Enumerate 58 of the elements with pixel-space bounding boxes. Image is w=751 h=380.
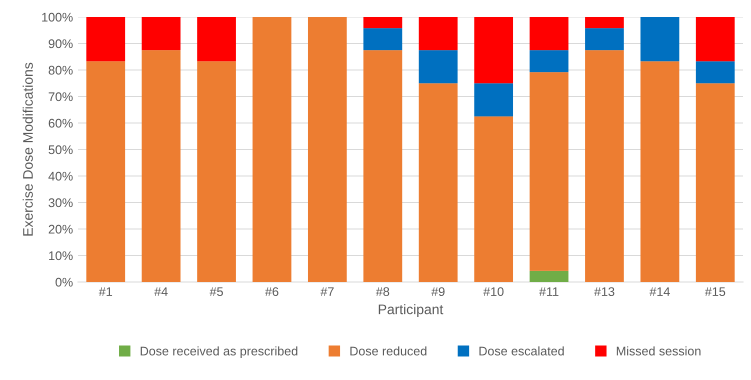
bar: [640, 17, 680, 62]
bar: [530, 270, 568, 282]
y-tick-label: 80%: [48, 66, 73, 75]
y-tick-label: 0%: [56, 278, 73, 287]
bar: [86, 17, 126, 62]
y-tick-label: 60%: [48, 118, 73, 128]
y-tick-label: 30%: [48, 198, 73, 208]
bar: [197, 61, 236, 282]
y-tick-label: 40%: [48, 172, 73, 181]
bar: [418, 17, 458, 50]
legend-label: Dose received as prescribed: [140, 346, 298, 358]
x-tick-label: #13: [594, 287, 614, 296]
bar: [696, 61, 735, 84]
legend-label: Missed session: [616, 346, 700, 356]
bar: [197, 17, 236, 62]
y-axis-title: Exercise Dose Modifications: [22, 62, 33, 236]
y-tick-label: 100%: [42, 12, 73, 22]
legend-label: Dose reduced: [350, 346, 426, 356]
bar: [86, 61, 126, 282]
x-tick-label: #10: [483, 287, 504, 296]
x-tick-label: #14: [650, 287, 670, 296]
x-tick-label: #6: [265, 287, 278, 296]
bar: [474, 83, 514, 116]
x-tick-label: #8: [376, 287, 390, 296]
bar: [696, 83, 735, 282]
y-tick-label: 50%: [48, 145, 73, 154]
x-tick-label: #11: [539, 287, 558, 296]
bar: [585, 50, 624, 282]
x-tick-label: #9: [431, 287, 445, 296]
x-tick-label: #1: [98, 287, 112, 296]
bar: [640, 61, 680, 282]
bar: [530, 72, 568, 271]
bar: [530, 17, 568, 50]
bar: [252, 17, 292, 282]
y-tick-label: 20%: [48, 224, 73, 234]
bar: [696, 17, 735, 62]
bar: [474, 116, 514, 282]
x-tick-label: #7: [320, 287, 334, 296]
bar: [585, 17, 624, 28]
x-tick-label: #4: [154, 287, 168, 296]
bar: [142, 17, 181, 50]
bar: [363, 28, 402, 50]
bar: [418, 50, 458, 84]
x-tick-label: #5: [210, 287, 223, 296]
bar: [142, 50, 181, 282]
legend-label: Dose escalated: [479, 346, 564, 356]
bar: [530, 50, 568, 72]
bar: [308, 17, 347, 282]
bar: [418, 83, 458, 282]
y-tick-label: 10%: [49, 251, 73, 260]
x-axis-title: Participant: [378, 304, 444, 318]
bar: [474, 17, 514, 84]
y-tick-label: 70%: [48, 92, 73, 102]
x-tick-label: #15: [704, 287, 726, 296]
y-tick-label: 90%: [48, 39, 73, 48]
bar: [363, 17, 402, 28]
bar: [363, 50, 402, 282]
bar: [585, 28, 624, 50]
